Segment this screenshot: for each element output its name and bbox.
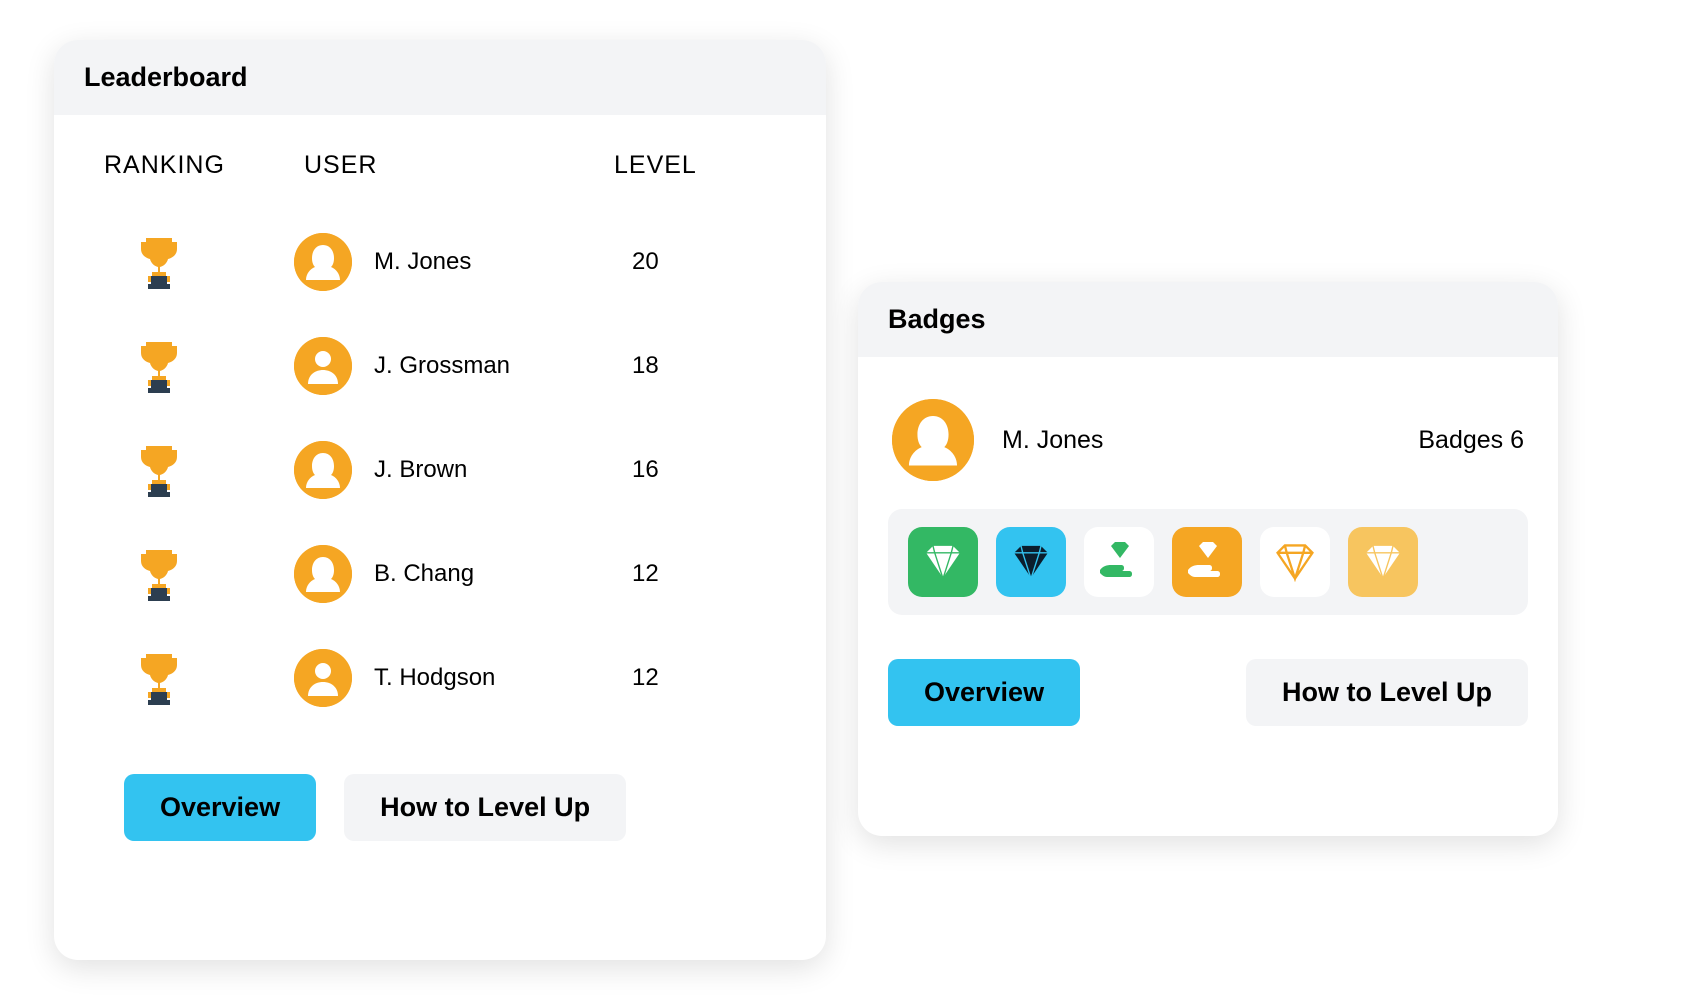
user-cell: T. Hodgson [294, 649, 604, 707]
table-row: B. Chang 12 [84, 522, 796, 626]
badges-user-row: M. Jones Badges 6 [888, 377, 1528, 509]
user-name: J. Grossman [374, 352, 510, 380]
leaderboard-rows: M. Jones 20 J. Grossman 18 J. Brown 16 B. Chan… [84, 192, 796, 730]
avatar [294, 545, 352, 603]
overview-button[interactable]: Overview [124, 774, 316, 841]
hand-diamond-icon [1094, 540, 1144, 584]
level-value: 12 [604, 664, 796, 692]
trophy-icon [84, 546, 294, 602]
level-up-button[interactable]: How to Level Up [1246, 659, 1528, 726]
user-name: J. Brown [374, 456, 467, 484]
col-user: USER [304, 151, 614, 180]
badges-card: Badges M. Jones Badges 6 Overview How to… [858, 282, 1558, 836]
diamond-outline-icon [1272, 542, 1318, 582]
leaderboard-columns: RANKING USER LEVEL [84, 135, 796, 192]
trophy-icon [84, 234, 294, 290]
leaderboard-card: Leaderboard RANKING USER LEVEL M. Jones 2… [54, 40, 826, 960]
badges-user-name: M. Jones [1002, 426, 1390, 455]
avatar [294, 649, 352, 707]
level-value: 16 [604, 456, 796, 484]
user-name: M. Jones [374, 248, 471, 276]
overview-button[interactable]: Overview [888, 659, 1080, 726]
badge-tile[interactable] [1260, 527, 1330, 597]
badges-title: Badges [858, 282, 1558, 357]
badges-count: Badges 6 [1418, 426, 1524, 455]
avatar [294, 233, 352, 291]
hand-diamond-icon [1182, 540, 1232, 584]
col-level: LEVEL [614, 151, 786, 180]
badges-strip [888, 509, 1528, 615]
table-row: J. Brown 16 [84, 418, 796, 522]
diamond-icon [1008, 542, 1054, 582]
col-ranking: RANKING [94, 151, 304, 180]
level-up-button[interactable]: How to Level Up [344, 774, 626, 841]
trophy-icon [84, 442, 294, 498]
user-cell: B. Chang [294, 545, 604, 603]
level-value: 18 [604, 352, 796, 380]
user-cell: M. Jones [294, 233, 604, 291]
table-row: M. Jones 20 [84, 210, 796, 314]
user-cell: J. Brown [294, 441, 604, 499]
badge-tile[interactable] [908, 527, 978, 597]
trophy-icon [84, 338, 294, 394]
table-row: J. Grossman 18 [84, 314, 796, 418]
diamond-icon [920, 542, 966, 582]
level-value: 20 [604, 248, 796, 276]
badges-user-avatar [892, 399, 974, 481]
user-name: T. Hodgson [374, 664, 495, 692]
badge-tile[interactable] [996, 527, 1066, 597]
avatar [294, 441, 352, 499]
badge-tile[interactable] [1348, 527, 1418, 597]
level-value: 12 [604, 560, 796, 588]
leaderboard-title: Leaderboard [54, 40, 826, 115]
user-name: B. Chang [374, 560, 474, 588]
badge-tile[interactable] [1172, 527, 1242, 597]
badge-tile[interactable] [1084, 527, 1154, 597]
user-cell: J. Grossman [294, 337, 604, 395]
diamond-icon [1360, 542, 1406, 582]
avatar [294, 337, 352, 395]
table-row: T. Hodgson 12 [84, 626, 796, 730]
trophy-icon [84, 650, 294, 706]
